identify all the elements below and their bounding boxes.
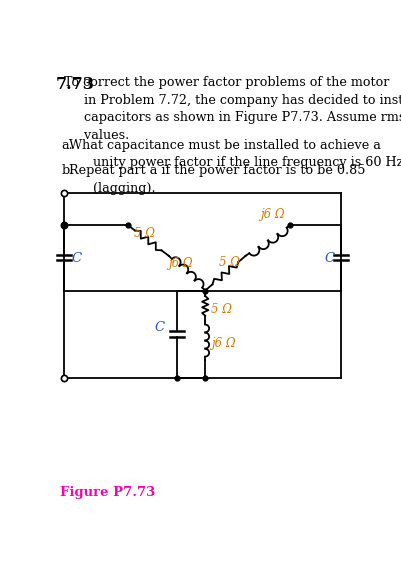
Text: Figure P7.73: Figure P7.73	[59, 486, 154, 499]
Text: To correct the power factor problems of the motor
       in Problem 7.72, the co: To correct the power factor problems of …	[55, 76, 401, 142]
Text: C: C	[154, 321, 164, 334]
Text: a.: a.	[61, 139, 73, 152]
Text: What capacitance must be installed to achieve a
        unity power factor if th: What capacitance must be installed to ac…	[61, 139, 401, 170]
Text: C: C	[324, 252, 334, 265]
Text: 5 Ω: 5 Ω	[211, 303, 232, 316]
Text: 7.73: 7.73	[55, 76, 94, 93]
Text: 5 Ω: 5 Ω	[134, 226, 154, 240]
Text: j6 Ω: j6 Ω	[168, 257, 192, 270]
Text: b.: b.	[61, 164, 73, 177]
Text: C: C	[71, 252, 81, 265]
Text: 5 Ω: 5 Ω	[219, 256, 239, 269]
Text: j6 Ω: j6 Ω	[211, 337, 235, 350]
Text: Repeat part a if the power factor is to be 0.85
        (lagging).: Repeat part a if the power factor is to …	[61, 164, 365, 195]
Text: j6 Ω: j6 Ω	[259, 208, 284, 221]
